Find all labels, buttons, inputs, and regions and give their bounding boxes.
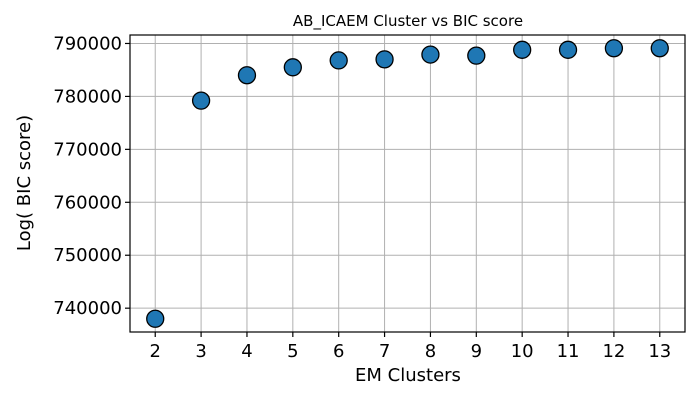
x-axis-label: EM Clusters [355, 365, 461, 386]
x-tick-label: 11 [557, 341, 580, 362]
x-tick-label: 10 [511, 341, 534, 362]
data-point [467, 46, 486, 65]
data-point [604, 39, 624, 58]
y-axis-ticks: 740000 750000 760000 770000 780000 790000 [53, 33, 130, 319]
x-tick-label: 12 [602, 341, 625, 362]
x-tick-label: 5 [287, 341, 298, 362]
y-axis-label: Log( BIC score) [14, 115, 35, 251]
x-tick-label: 9 [471, 341, 482, 362]
data-point [650, 39, 669, 58]
data-point [329, 51, 348, 70]
y-tick-label: 750000 [53, 245, 122, 266]
grid-lines [130, 35, 685, 332]
data-point [237, 66, 257, 85]
plot-frame [129, 34, 686, 333]
data-point [191, 91, 211, 110]
x-tick-label: 4 [241, 341, 252, 362]
data-point [421, 45, 440, 64]
data-point [558, 40, 578, 59]
y-tick-label: 770000 [53, 139, 122, 160]
data-points [146, 39, 669, 328]
x-tick-label: 2 [150, 341, 161, 362]
data-point [283, 58, 302, 77]
x-tick-label: 3 [195, 341, 206, 362]
y-tick-label: 760000 [53, 192, 122, 213]
y-tick-label: 780000 [53, 86, 122, 107]
y-tick-label: 790000 [53, 33, 122, 54]
x-tick-label: 8 [425, 341, 436, 362]
x-tick-label: 7 [379, 341, 390, 362]
y-tick-label: 740000 [53, 298, 122, 319]
data-point [375, 50, 394, 69]
chart-title: AB_ICAEM Cluster vs BIC score [293, 12, 523, 31]
x-tick-label: 6 [333, 341, 344, 362]
data-point [513, 40, 532, 59]
data-point [146, 309, 165, 328]
x-axis-ticks: 2 3 4 5 6 7 8 9 10 11 12 13 [150, 332, 671, 362]
x-tick-label: 13 [648, 341, 671, 362]
